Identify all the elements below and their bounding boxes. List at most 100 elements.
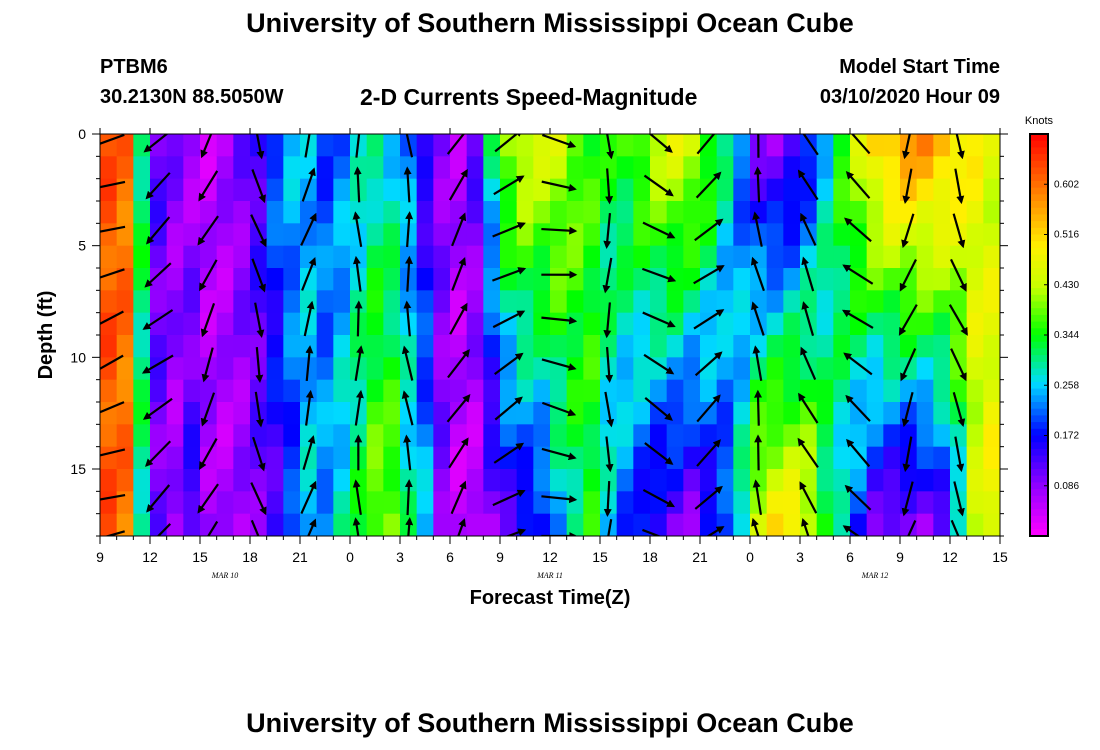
current-vector (907, 520, 917, 536)
heatmap-cell (550, 469, 568, 492)
colorbar-tick-label: 0.086 (1054, 481, 1079, 492)
heatmap-cell (816, 424, 834, 448)
heatmap-cell (583, 268, 601, 291)
heatmap-cell (866, 446, 884, 470)
heatmap-cell (616, 513, 634, 536)
heatmap-cell (950, 335, 968, 358)
heatmap-cell (300, 424, 318, 448)
heatmap-cell (283, 357, 301, 381)
heatmap-cell (750, 245, 768, 269)
heatmap-cell (666, 357, 684, 381)
date-label: MAR 12 (861, 571, 888, 580)
heatmap-cell (266, 156, 284, 180)
heatmap-cell (983, 245, 1000, 269)
heatmap-cell (800, 513, 818, 536)
heatmap-cell (516, 357, 534, 381)
current-vectors (100, 134, 968, 536)
heatmap-cell (850, 134, 868, 157)
heatmap-cell (183, 357, 201, 381)
heatmap-cell (483, 290, 501, 314)
current-vector (541, 180, 577, 192)
heatmap-cell (883, 134, 901, 157)
current-vector (494, 352, 524, 376)
heatmap-cell (533, 134, 551, 157)
colorbar-swatch (1030, 261, 1048, 269)
heatmap-cell (116, 513, 134, 536)
heatmap-cell (866, 134, 884, 157)
heatmap-cell (750, 201, 768, 224)
heatmap-cell (916, 312, 934, 336)
heatmap-cell (116, 290, 134, 314)
heatmap-cell (350, 201, 368, 224)
colorbar-swatch (1030, 221, 1048, 229)
heatmap-cell (533, 290, 551, 314)
heatmap-cell (533, 312, 551, 336)
heatmap-cell (166, 424, 184, 448)
colorbar-swatch (1030, 502, 1048, 510)
colorbar-tick-label: 0.430 (1054, 280, 1079, 291)
heatmap-cell (850, 402, 868, 425)
heatmap-cell (166, 379, 184, 403)
heatmap-cell (100, 290, 118, 314)
heatmap-cell (716, 491, 734, 515)
heatmap-cell (366, 513, 384, 536)
heatmap-cell (366, 245, 384, 269)
current-vector (251, 258, 266, 293)
current-vector (352, 211, 363, 247)
heatmap-cell (266, 357, 284, 381)
current-vector (902, 168, 913, 205)
heatmap-cell (133, 513, 151, 536)
colorbar-swatch (1030, 207, 1048, 215)
colorbar-swatch (1030, 140, 1048, 148)
heatmap-cell (616, 290, 634, 314)
heatmap-cell (916, 178, 934, 202)
current-vector (451, 256, 467, 291)
heatmap-cell (783, 335, 801, 358)
current-vector (492, 489, 526, 507)
current-vector (801, 301, 815, 337)
heatmap-cell (366, 424, 384, 448)
heatmap-cell (900, 335, 918, 358)
current-vector (844, 484, 872, 511)
heatmap-cell (583, 245, 601, 269)
heatmap-cell (500, 201, 518, 224)
heatmap-cell (500, 513, 518, 536)
heatmap-cell (466, 223, 484, 247)
heatmap-cell (483, 491, 501, 515)
heatmap-cell (550, 513, 568, 536)
heatmap-cell (566, 379, 584, 403)
heatmap-cell (516, 245, 534, 269)
heatmap-cell (450, 201, 468, 224)
heatmap-cell (933, 402, 951, 425)
heatmap-cell (966, 335, 984, 358)
heatmap-cell (850, 312, 868, 336)
heatmap-cell (316, 446, 334, 470)
heatmap-cell (300, 469, 318, 492)
heatmap-cell (100, 357, 118, 381)
heatmap-cell (666, 491, 684, 515)
heatmap-cell (683, 290, 701, 314)
heatmap-cell (150, 513, 168, 536)
heatmap-cell (966, 513, 984, 536)
heatmap-cell (416, 491, 434, 515)
heatmap-cell (816, 335, 834, 358)
heatmap-cell (716, 290, 734, 314)
current-vector (901, 391, 914, 428)
heatmap-cell (466, 491, 484, 515)
current-vector (145, 172, 171, 200)
heatmap-cell (333, 469, 351, 492)
heatmap-cell (183, 245, 201, 269)
current-vector (752, 211, 763, 247)
heatmap-cell (616, 424, 634, 448)
heatmap-cell (583, 178, 601, 202)
heatmap-cell (950, 469, 968, 492)
heatmap-cell (716, 312, 734, 336)
current-vector (200, 302, 216, 338)
current-vector (643, 353, 675, 375)
x-tick-label: 12 (942, 549, 958, 565)
heatmap-cell (783, 178, 801, 202)
heatmap-cell (333, 424, 351, 448)
current-vector (301, 167, 316, 202)
heatmap-cell (966, 446, 984, 470)
heatmap-cell (233, 134, 251, 157)
